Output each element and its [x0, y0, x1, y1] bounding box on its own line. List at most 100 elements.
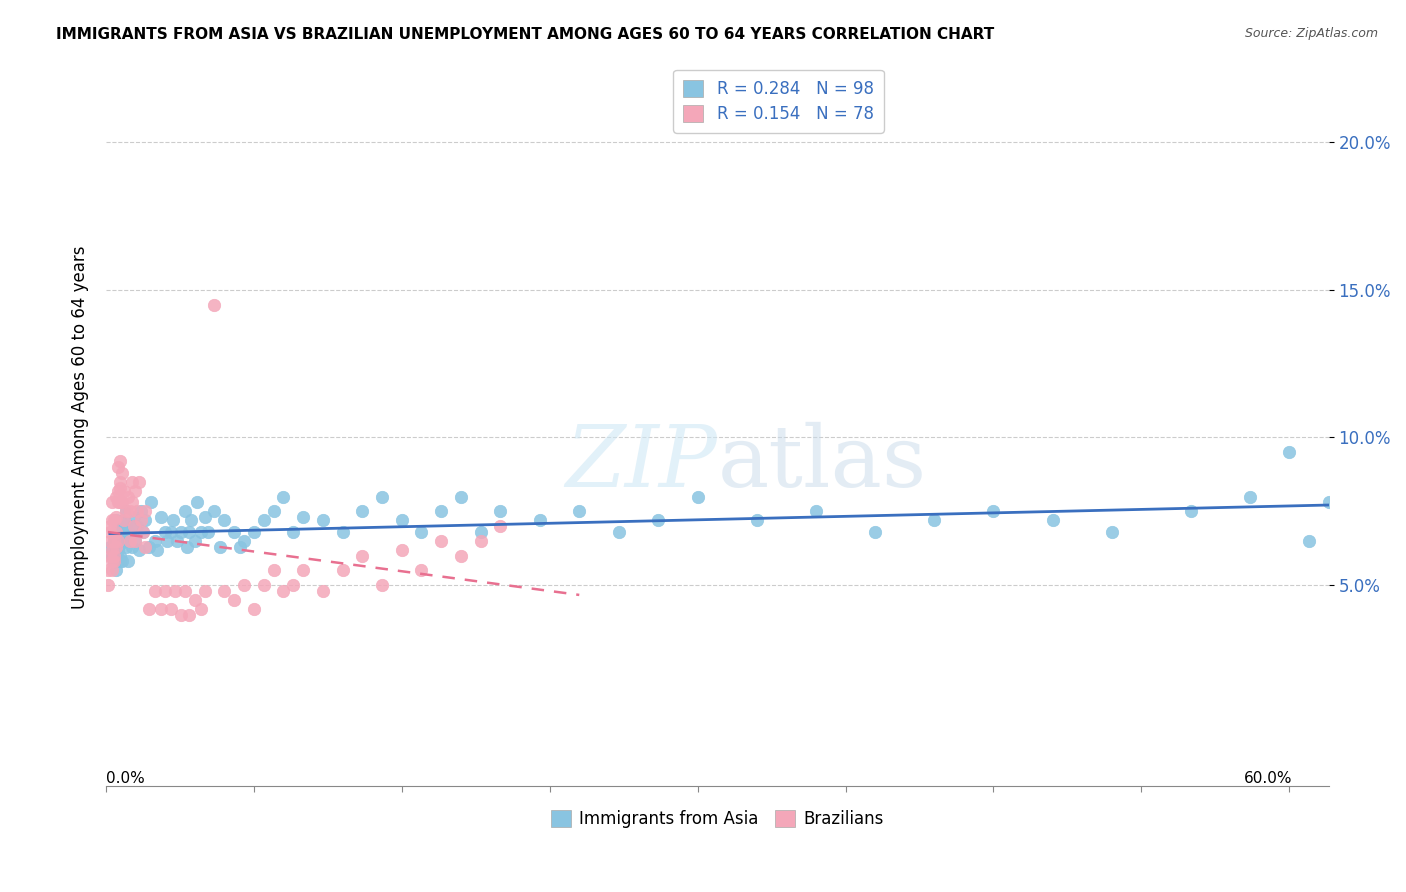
Point: [104, 490, 127, 504]
Point: [263, 504, 285, 518]
Point: [1239, 490, 1261, 504]
Point: [108, 537, 131, 551]
Point: [112, 513, 135, 527]
Point: [177, 524, 200, 539]
Point: [253, 578, 276, 592]
Point: [1278, 445, 1301, 459]
Point: [101, 563, 124, 577]
Point: [1180, 504, 1202, 518]
Point: [273, 584, 295, 599]
Point: [193, 510, 215, 524]
Point: [101, 495, 124, 509]
Point: [224, 524, 246, 539]
Point: [273, 490, 295, 504]
Point: [103, 549, 125, 563]
Point: [243, 524, 266, 539]
Y-axis label: Unemployment Among Ages 60 to 64 years: Unemployment Among Ages 60 to 64 years: [72, 245, 89, 609]
Point: [1298, 533, 1320, 548]
Point: [153, 584, 176, 599]
Point: [97, 563, 120, 577]
Point: [104, 513, 127, 527]
Point: [283, 578, 305, 592]
Point: [108, 549, 131, 563]
Point: [101, 554, 124, 568]
Point: [108, 495, 131, 509]
Point: [450, 490, 472, 504]
Point: [103, 533, 125, 548]
Point: [183, 533, 205, 548]
Point: [114, 519, 136, 533]
Point: [132, 524, 155, 539]
Point: [292, 510, 315, 524]
Point: [170, 607, 193, 622]
Point: [411, 563, 433, 577]
Point: [647, 513, 669, 527]
Point: [173, 504, 195, 518]
Point: [1317, 495, 1340, 509]
Point: [292, 563, 315, 577]
Text: 60.0%: 60.0%: [1243, 771, 1292, 786]
Point: [202, 298, 225, 312]
Point: [103, 533, 125, 548]
Point: [117, 554, 139, 568]
Point: [163, 584, 186, 599]
Point: [371, 578, 394, 592]
Point: [118, 528, 141, 542]
Point: [104, 563, 127, 577]
Point: [568, 504, 591, 518]
Point: [104, 524, 127, 539]
Point: [176, 540, 198, 554]
Point: [103, 554, 125, 568]
Point: [489, 519, 512, 533]
Point: [131, 504, 153, 518]
Point: [103, 554, 125, 568]
Point: [160, 524, 183, 539]
Text: ZIP: ZIP: [565, 422, 717, 504]
Text: 0.0%: 0.0%: [105, 771, 145, 786]
Point: [98, 524, 121, 539]
Point: [132, 524, 155, 539]
Point: [108, 475, 131, 489]
Point: [183, 592, 205, 607]
Point: [134, 504, 156, 518]
Point: [352, 504, 374, 518]
Point: [430, 504, 453, 518]
Point: [745, 513, 768, 527]
Point: [121, 519, 143, 533]
Text: atlas: atlas: [717, 421, 927, 505]
Point: [138, 601, 160, 615]
Point: [391, 513, 413, 527]
Point: [193, 584, 215, 599]
Point: [166, 533, 188, 548]
Point: [107, 483, 129, 498]
Point: [103, 513, 125, 527]
Point: [128, 542, 150, 557]
Point: [112, 483, 135, 498]
Point: [470, 524, 492, 539]
Point: [212, 513, 235, 527]
Point: [146, 542, 169, 557]
Point: [529, 513, 551, 527]
Point: [107, 542, 129, 557]
Point: [121, 495, 143, 509]
Point: [209, 540, 232, 554]
Point: [283, 524, 305, 539]
Point: [138, 540, 160, 554]
Point: [177, 607, 200, 622]
Point: [131, 513, 153, 527]
Point: [243, 601, 266, 615]
Point: [111, 495, 134, 509]
Point: [134, 540, 156, 554]
Point: [233, 533, 256, 548]
Point: [430, 533, 453, 548]
Point: [352, 549, 374, 563]
Point: [112, 533, 135, 548]
Point: [1357, 524, 1379, 539]
Point: [107, 519, 129, 533]
Point: [686, 490, 709, 504]
Point: [114, 540, 136, 554]
Point: [170, 524, 193, 539]
Point: [186, 495, 208, 509]
Point: [153, 524, 176, 539]
Point: [124, 533, 146, 548]
